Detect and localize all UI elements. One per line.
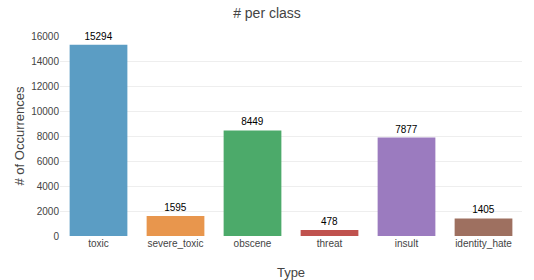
svg-text:insult: insult — [395, 238, 419, 249]
svg-text:toxic: toxic — [88, 238, 109, 249]
svg-text:6000: 6000 — [37, 156, 60, 167]
svg-text:14000: 14000 — [31, 56, 59, 67]
svg-text:# of Occurrences: # of Occurrences — [12, 86, 27, 185]
svg-text:Type: Type — [277, 265, 305, 280]
svg-text:threat: threat — [317, 238, 343, 249]
svg-text:8000: 8000 — [37, 131, 60, 142]
svg-text:obscene: obscene — [234, 238, 272, 249]
svg-text:1595: 1595 — [164, 202, 187, 213]
svg-text:# per class: # per class — [233, 5, 301, 21]
svg-text:478: 478 — [321, 216, 338, 227]
svg-text:identity_hate: identity_hate — [455, 238, 512, 249]
svg-text:4000: 4000 — [37, 181, 60, 192]
svg-text:0: 0 — [53, 231, 59, 242]
svg-text:12000: 12000 — [31, 81, 59, 92]
svg-text:10000: 10000 — [31, 106, 59, 117]
svg-text:16000: 16000 — [31, 31, 59, 42]
svg-text:7877: 7877 — [395, 124, 418, 135]
svg-text:severe_toxic: severe_toxic — [147, 238, 203, 249]
svg-text:8449: 8449 — [241, 116, 264, 127]
svg-text:1405: 1405 — [472, 204, 495, 215]
svg-text:15294: 15294 — [84, 31, 112, 42]
svg-text:2000: 2000 — [37, 206, 60, 217]
